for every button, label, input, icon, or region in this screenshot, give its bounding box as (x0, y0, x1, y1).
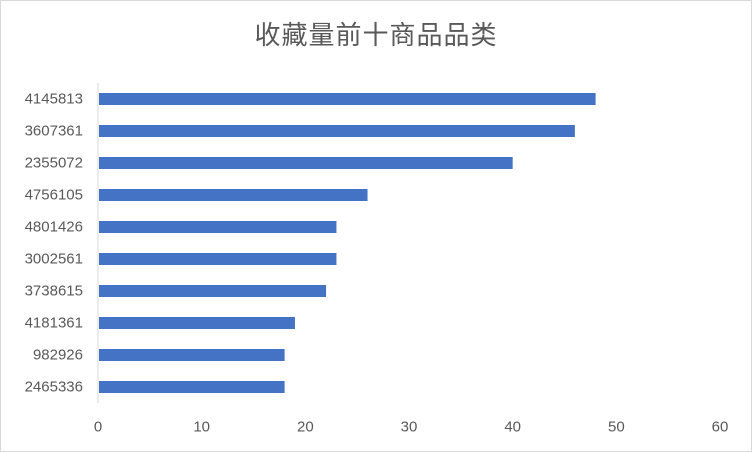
x-tick-label: 20 (297, 419, 314, 436)
category-label: 3002561 (25, 251, 83, 268)
bar-4181361 (99, 317, 295, 329)
category-label: 2465336 (25, 379, 83, 396)
x-tick-labels: 0 10 20 30 40 50 60 (94, 419, 729, 436)
category-label: 4801426 (25, 219, 83, 236)
bar-3738615 (99, 285, 327, 297)
bar-982926 (99, 349, 285, 361)
category-label: 3607361 (25, 123, 83, 140)
x-tick-label: 10 (193, 419, 210, 436)
bars-group (99, 93, 596, 393)
x-tick-label: 30 (401, 419, 418, 436)
category-label: 2355072 (25, 155, 83, 172)
x-tick-label: 40 (504, 419, 521, 436)
category-label: 982926 (33, 347, 83, 364)
category-label: 4145813 (25, 91, 83, 108)
x-tick-label: 60 (712, 419, 729, 436)
category-label: 4756105 (25, 187, 83, 204)
bar-3607361 (99, 125, 575, 137)
category-label: 3738615 (25, 283, 83, 300)
bar-4801426 (99, 221, 337, 233)
category-labels: 4145813 3607361 2355072 4756105 4801426 30025… (25, 91, 83, 396)
chart-title: 收藏量前十商品品类 (254, 21, 498, 51)
bar-4145813 (99, 93, 596, 105)
category-label: 4181361 (25, 315, 83, 332)
x-tick-label: 0 (94, 419, 102, 436)
bar-2465336 (99, 381, 285, 393)
bar-3002561 (99, 253, 337, 265)
x-tick-label: 50 (608, 419, 625, 436)
bar-4756105 (99, 189, 368, 201)
bar-2355072 (99, 157, 513, 169)
